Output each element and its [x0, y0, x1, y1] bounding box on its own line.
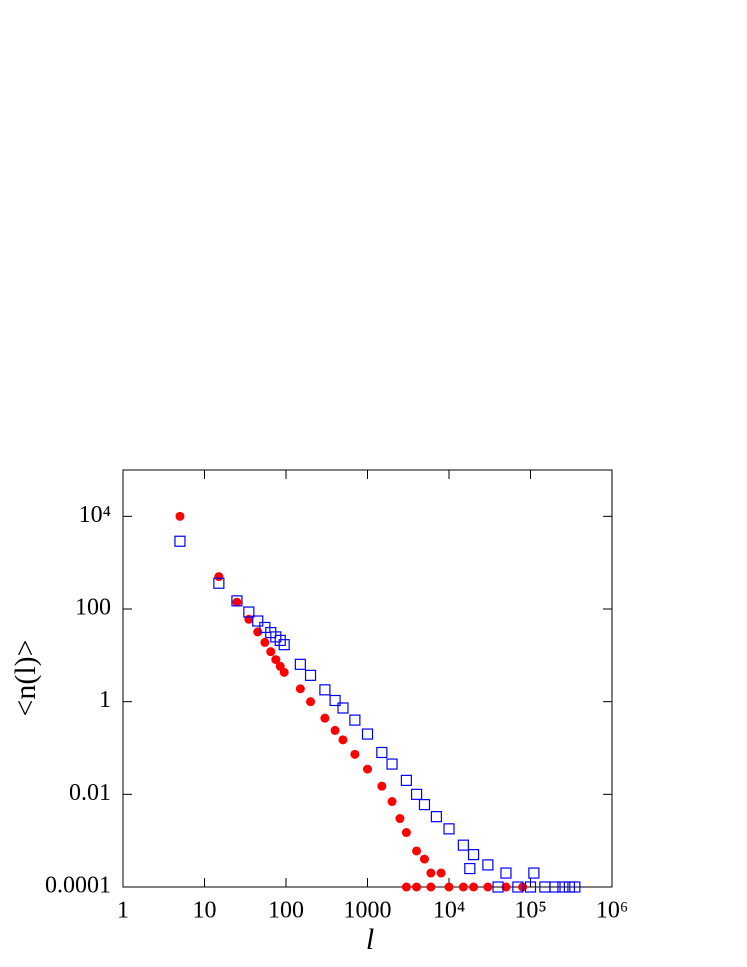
- point: [418, 799, 431, 811]
- point: [400, 774, 412, 786]
- y-tick-label: 0.01: [69, 780, 111, 806]
- point: [443, 823, 455, 835]
- x-tick-label: 1: [117, 898, 129, 924]
- point: [444, 882, 454, 892]
- point: [430, 811, 442, 823]
- x-tick-label: 10⁵: [514, 898, 546, 924]
- point: [274, 634, 286, 647]
- point: [363, 764, 372, 774]
- y-tick-label: 10⁴: [79, 502, 111, 528]
- point: [419, 854, 429, 864]
- point: [252, 615, 264, 627]
- point: [175, 511, 185, 521]
- x-tick-label: 100: [268, 898, 304, 924]
- point: [260, 637, 270, 647]
- point: [458, 882, 468, 892]
- point: [412, 882, 422, 892]
- point: [243, 606, 255, 618]
- point: [426, 868, 436, 878]
- point: [401, 828, 411, 838]
- point: [436, 868, 446, 878]
- point: [524, 881, 537, 893]
- point: [412, 846, 422, 856]
- point: [319, 684, 331, 696]
- point: [386, 758, 398, 770]
- y-tick-label: 1: [99, 687, 111, 713]
- point: [483, 882, 493, 892]
- point: [464, 862, 476, 875]
- point: [377, 781, 387, 791]
- point: [528, 867, 540, 879]
- point: [174, 535, 186, 547]
- point: [387, 797, 397, 807]
- point: [266, 647, 276, 657]
- point: [401, 882, 411, 892]
- y-tick-label: 0.0001: [45, 873, 111, 899]
- y-axis-label: <n(l)>: [9, 639, 42, 716]
- point: [457, 839, 469, 851]
- point: [512, 881, 524, 893]
- point: [557, 881, 569, 893]
- point: [329, 694, 341, 707]
- point: [295, 684, 305, 694]
- point: [214, 572, 224, 582]
- x-tick-label: 10⁴: [433, 898, 465, 924]
- point: [376, 746, 388, 759]
- point: [213, 577, 225, 589]
- point: [469, 882, 479, 892]
- point: [338, 735, 348, 745]
- point: [278, 639, 290, 651]
- point: [395, 814, 405, 824]
- point: [271, 655, 281, 665]
- point: [320, 713, 330, 723]
- point: [232, 597, 242, 607]
- point: [306, 697, 316, 707]
- point: [501, 882, 511, 892]
- point: [500, 867, 512, 879]
- point: [569, 881, 581, 893]
- point: [350, 749, 360, 759]
- point: [549, 881, 561, 893]
- point: [467, 849, 480, 861]
- point: [349, 714, 361, 726]
- point: [337, 702, 349, 714]
- point: [410, 788, 423, 800]
- point: [279, 667, 289, 677]
- point: [482, 859, 494, 871]
- point: [294, 658, 306, 670]
- plot-frame: [122, 469, 613, 888]
- x-tick-label: 10⁶: [596, 898, 628, 924]
- x-axis-label: l: [366, 923, 374, 956]
- point: [361, 728, 374, 740]
- point: [231, 595, 243, 607]
- point: [426, 882, 436, 892]
- x-tick-label: 1000: [344, 898, 392, 924]
- point: [492, 881, 504, 893]
- point: [244, 614, 254, 624]
- point: [304, 669, 317, 681]
- y-tick-label: 100: [75, 595, 111, 621]
- x-tick-label: 10: [193, 898, 217, 924]
- point: [330, 725, 340, 735]
